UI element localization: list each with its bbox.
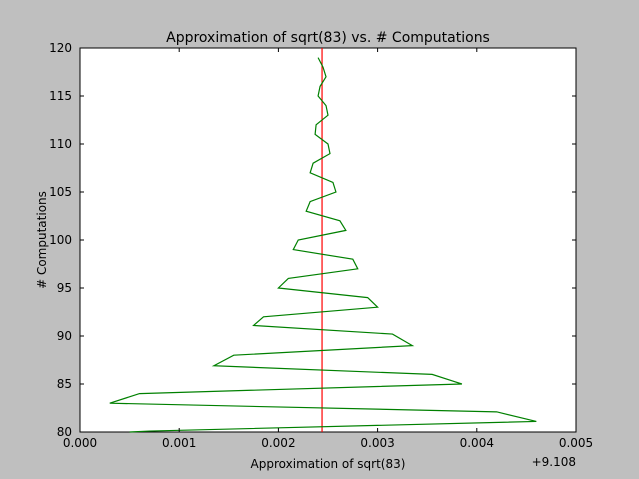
y-tick-label: 95 [57, 281, 72, 295]
x-axis-offset-label: +9.108 [532, 455, 576, 469]
y-tick-label: 110 [49, 137, 72, 151]
x-tick-label: 0.003 [360, 436, 394, 450]
x-tick-label: 0.000 [63, 436, 97, 450]
x-tick-label: 0.002 [261, 436, 295, 450]
y-tick-label: 80 [57, 425, 72, 439]
ticks-group: 0.000 0.001 0.002 0.003 0.004 0.005 80 85 90 95 10… [49, 41, 593, 450]
y-tick-label: 105 [49, 185, 72, 199]
series-line [109, 57, 537, 433]
y-tick-label: 115 [49, 89, 72, 103]
x-tick-label: 0.004 [460, 436, 494, 450]
x-tick-label: 0.005 [559, 436, 593, 450]
chart-title: Approximation of sqrt(83) vs. # Computat… [166, 30, 490, 46]
series-group [109, 57, 537, 433]
x-axis-label: Approximation of sqrt(83) [251, 457, 406, 471]
y-tick-label: 100 [49, 233, 72, 247]
y-axis-label: # Computations [35, 191, 49, 289]
x-tick-label: 0.001 [162, 436, 196, 450]
y-tick-label: 120 [49, 41, 72, 55]
y-tick-label: 90 [57, 329, 72, 343]
y-tick-label: 85 [57, 377, 72, 391]
plot-area [79, 47, 577, 433]
